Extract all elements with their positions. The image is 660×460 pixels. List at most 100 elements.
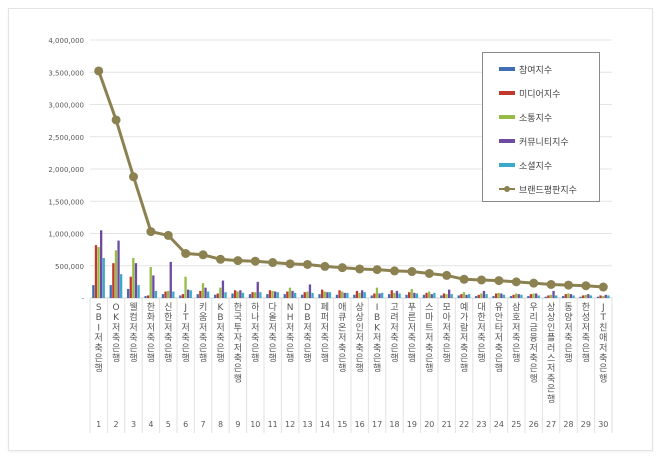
bar: [607, 295, 610, 298]
bar: [361, 290, 364, 298]
bar: [338, 290, 341, 298]
bar: [172, 291, 175, 298]
bar: [251, 292, 254, 298]
y-tick-label: 1,500,000: [48, 198, 84, 206]
x-rank-label: 24: [494, 420, 504, 429]
bar: [433, 292, 436, 298]
line-marker: [407, 267, 417, 277]
y-tick-label: 3,000,000: [48, 102, 84, 110]
bar: [517, 294, 520, 298]
line-marker: [320, 261, 330, 271]
line-marker: [390, 266, 399, 276]
bar: [117, 240, 120, 298]
bar: [395, 290, 399, 298]
bar: [475, 296, 478, 298]
legend-swatch-icon: [499, 67, 515, 71]
bar: [248, 294, 252, 298]
bar: [477, 294, 480, 298]
x-rank-label: 28: [563, 420, 573, 429]
legend-item: 소통지수: [499, 109, 552, 125]
x-rank-label: 11: [268, 420, 278, 429]
bar: [422, 294, 426, 298]
x-rank-label: 22: [459, 420, 469, 429]
line-marker: [303, 259, 312, 269]
line-marker: [129, 172, 138, 182]
bar: [596, 296, 600, 298]
bar: [161, 294, 165, 298]
line-marker: [233, 256, 243, 266]
bar: [547, 295, 550, 298]
line-marker: [111, 115, 121, 125]
bar: [390, 290, 393, 298]
x-rank-label: 27: [546, 420, 556, 429]
bar: [589, 295, 593, 298]
bar: [602, 296, 605, 298]
bar: [179, 295, 182, 298]
bar: [326, 292, 329, 298]
x-rank-label: 14: [320, 420, 330, 429]
bar: [100, 230, 103, 298]
bar: [428, 291, 431, 298]
legend-label: 소셜지수: [519, 161, 553, 172]
bar: [604, 294, 607, 298]
bar: [346, 292, 349, 298]
bar: [448, 289, 451, 298]
legend-label: 커뮤니티지수: [519, 137, 569, 148]
bar: [147, 295, 150, 298]
bar: [388, 294, 391, 298]
bar: [306, 291, 309, 298]
y-tick-label: 2,500,000: [48, 134, 84, 142]
bar: [355, 290, 359, 298]
bar: [572, 295, 575, 298]
bar: [549, 294, 553, 298]
x-rank-label: 1: [96, 420, 101, 429]
bar: [410, 288, 413, 298]
line-marker: [529, 278, 539, 288]
bar: [92, 285, 95, 298]
bar: [413, 292, 416, 298]
bar: [532, 293, 535, 298]
bar: [529, 294, 533, 298]
bar: [154, 290, 158, 298]
line-marker: [355, 264, 365, 274]
legend-item: 커뮤니티지수: [499, 133, 569, 149]
bar: [256, 281, 259, 298]
bar: [378, 293, 381, 298]
bar: [318, 294, 321, 298]
x-rank-label: 18: [389, 420, 399, 429]
bar: [442, 293, 446, 298]
x-axis: S B I 저 축 은 행 1 O K 저 축 은 행 2 웰 컴 저 축 은 행 3 한 화 저 축 은 행 4 신 한 저 축 은 행 5 J T 저 축…: [89, 298, 613, 433]
bar: [358, 292, 361, 298]
bar: [221, 280, 225, 298]
line-marker: [163, 230, 173, 240]
bar: [587, 294, 590, 298]
legend-item: 소셜지수: [499, 157, 552, 173]
bar: [445, 294, 448, 298]
y-tick-label: 1,000,000: [48, 231, 84, 239]
bar: [335, 294, 339, 298]
line-series: [94, 66, 608, 292]
bar: [569, 294, 573, 298]
legend-swatch-icon: [499, 163, 515, 167]
legend-label: 브랜드평판지수: [519, 185, 577, 196]
bar: [189, 290, 192, 298]
bar: [167, 290, 170, 298]
bar: [328, 292, 332, 298]
line-marker: [250, 256, 260, 266]
bar: [254, 292, 257, 298]
bar: [373, 293, 376, 298]
bar: [169, 261, 172, 298]
bar: [492, 296, 495, 298]
bar: [502, 294, 506, 298]
bar: [207, 291, 210, 298]
bar: [268, 290, 272, 298]
legend-label: 미디어지수: [519, 89, 561, 100]
bar: [187, 289, 190, 298]
